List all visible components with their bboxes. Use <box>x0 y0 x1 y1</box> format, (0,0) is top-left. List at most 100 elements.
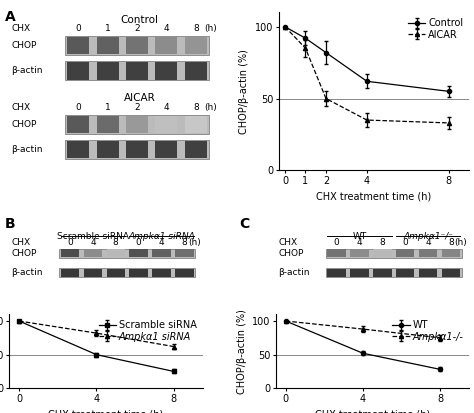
Text: CHX: CHX <box>11 103 31 112</box>
Text: 8: 8 <box>182 238 187 247</box>
Bar <box>67 62 90 79</box>
Text: β-actin: β-actin <box>11 268 43 277</box>
Text: 8: 8 <box>380 238 385 247</box>
Text: AICAR: AICAR <box>123 93 155 103</box>
Bar <box>442 269 460 277</box>
Bar <box>185 62 207 79</box>
Bar <box>129 269 148 277</box>
Text: 0: 0 <box>402 238 408 247</box>
Text: 4: 4 <box>159 238 164 247</box>
Bar <box>328 269 346 277</box>
Bar <box>419 269 437 277</box>
Bar <box>175 249 193 257</box>
Bar <box>155 141 177 159</box>
Bar <box>126 37 148 54</box>
Text: 0: 0 <box>334 238 339 247</box>
Text: 1: 1 <box>105 103 111 112</box>
Bar <box>155 37 177 54</box>
X-axis label: CHX treatment time (h): CHX treatment time (h) <box>317 191 432 202</box>
Text: 2: 2 <box>134 103 140 112</box>
Bar <box>84 249 102 257</box>
Text: CHX: CHX <box>278 238 297 247</box>
Text: A: A <box>5 10 16 24</box>
Bar <box>61 269 79 277</box>
Text: 4: 4 <box>164 24 169 33</box>
Bar <box>97 141 119 159</box>
Bar <box>67 116 90 133</box>
Bar <box>396 269 414 277</box>
Text: 0: 0 <box>76 103 82 112</box>
Text: CHOP: CHOP <box>11 120 37 129</box>
Bar <box>326 268 462 277</box>
Bar <box>97 62 119 79</box>
Bar <box>155 62 177 79</box>
Bar <box>65 36 209 55</box>
Text: (h): (h) <box>204 24 217 33</box>
Text: Ampkα1⁻/⁻: Ampkα1⁻/⁻ <box>403 232 453 240</box>
Bar <box>175 269 193 277</box>
Text: 4: 4 <box>90 238 96 247</box>
Legend: WT, Ampkα1-/-: WT, Ampkα1-/- <box>391 319 465 342</box>
Bar <box>65 62 209 80</box>
Bar <box>350 249 369 257</box>
Text: 4: 4 <box>164 103 169 112</box>
Bar <box>126 62 148 79</box>
Bar <box>373 249 392 257</box>
Text: 1: 1 <box>105 24 111 33</box>
Text: (h): (h) <box>204 103 217 112</box>
Text: Ampkα1 siRNA: Ampkα1 siRNA <box>128 232 195 240</box>
Text: 0: 0 <box>136 238 141 247</box>
Text: β-actin: β-actin <box>11 66 43 75</box>
Bar <box>328 249 346 257</box>
Bar <box>155 116 177 133</box>
Bar <box>59 268 195 277</box>
Bar <box>152 269 171 277</box>
Legend: Control, AICAR: Control, AICAR <box>407 17 465 40</box>
Bar <box>97 116 119 133</box>
Text: WT: WT <box>352 232 366 240</box>
Bar <box>97 37 119 54</box>
Text: 0: 0 <box>76 24 82 33</box>
Bar <box>185 116 207 133</box>
Text: 0: 0 <box>67 238 73 247</box>
Bar <box>126 116 148 133</box>
Text: 8: 8 <box>193 24 199 33</box>
Bar <box>65 140 209 159</box>
Bar <box>373 269 392 277</box>
Bar <box>396 249 414 257</box>
Bar <box>61 249 79 257</box>
Text: C: C <box>239 217 250 231</box>
Text: CHOP: CHOP <box>278 249 303 258</box>
Bar <box>126 141 148 159</box>
Text: Scramble siRNA: Scramble siRNA <box>57 232 129 240</box>
Legend: Scramble siRNA, Ampkα1 siRNA: Scramble siRNA, Ampkα1 siRNA <box>98 319 198 342</box>
Bar <box>59 249 195 258</box>
Text: 2: 2 <box>134 24 140 33</box>
Bar <box>185 37 207 54</box>
Bar <box>326 249 462 258</box>
Bar <box>84 269 102 277</box>
Text: CHOP: CHOP <box>11 41 37 50</box>
Bar <box>350 269 369 277</box>
Text: β-actin: β-actin <box>11 145 43 154</box>
Bar <box>107 269 125 277</box>
Bar <box>442 249 460 257</box>
Y-axis label: CHOP/β-actin (%): CHOP/β-actin (%) <box>239 49 249 134</box>
Text: CHX: CHX <box>11 24 31 33</box>
Bar <box>67 37 90 54</box>
Text: Control: Control <box>120 15 158 25</box>
Bar <box>107 249 125 257</box>
Text: B: B <box>5 217 15 231</box>
Bar <box>419 249 437 257</box>
Bar <box>129 249 148 257</box>
Bar <box>185 141 207 159</box>
Text: CHX: CHX <box>11 238 30 247</box>
X-axis label: CHX treatment time (h): CHX treatment time (h) <box>48 409 164 413</box>
Text: β-actin: β-actin <box>278 268 310 277</box>
Bar <box>67 141 90 159</box>
Text: 4: 4 <box>356 238 362 247</box>
Text: (h): (h) <box>455 238 467 247</box>
Y-axis label: CHOP/β-actin (%): CHOP/β-actin (%) <box>237 309 246 394</box>
Text: 4: 4 <box>425 238 431 247</box>
Bar <box>65 115 209 134</box>
